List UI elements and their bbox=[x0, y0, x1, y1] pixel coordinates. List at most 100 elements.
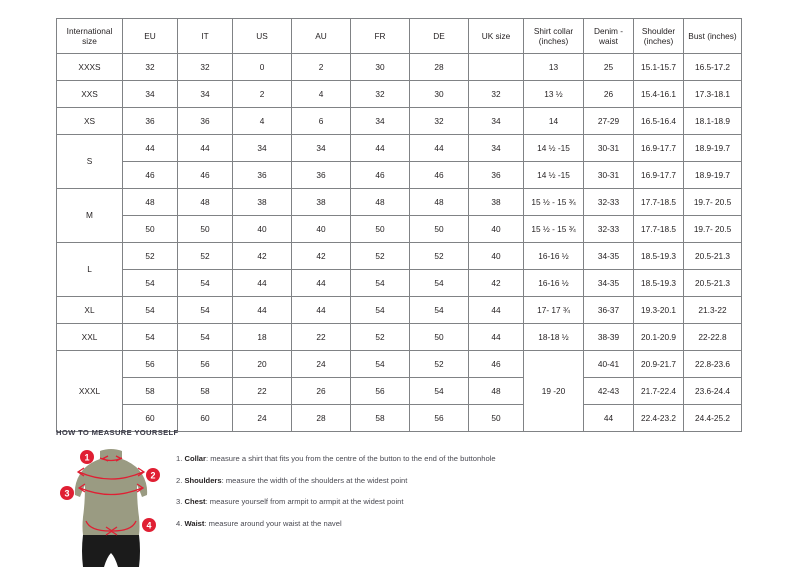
table-row: XL 54 54 44 44 54 54 44 17- 17 ¾ 36-37 19.3-20.1 21… bbox=[56, 296, 742, 324]
cell-bust: 22.8-23.6 bbox=[683, 350, 742, 378]
cell-fr: 32 bbox=[350, 80, 410, 108]
size-label-cell: XXXS bbox=[56, 53, 123, 81]
table-row: 58 58 22 26 56 54 48 42-43 21.7-22.4 23.6-24.4 bbox=[57, 377, 742, 405]
svg-text:3: 3 bbox=[64, 489, 69, 499]
cell-uk: 46 bbox=[468, 350, 524, 378]
svg-text:4: 4 bbox=[146, 521, 151, 531]
cell-collar: 18-18 ½ bbox=[523, 323, 584, 351]
cell-it: 58 bbox=[177, 377, 233, 405]
cell-it: 54 bbox=[177, 269, 233, 297]
cell-uk: 32 bbox=[468, 80, 524, 108]
cell-it: 54 bbox=[177, 323, 233, 351]
table-row: XS 36 36 4 6 34 32 34 14 27-29 16.5-16.4 18.1-18.9 bbox=[56, 107, 742, 135]
cell-collar: 14 ½ -15 bbox=[523, 134, 584, 162]
cell-shoulder: 16.5-16.4 bbox=[633, 107, 684, 135]
column-header-it: IT bbox=[177, 18, 233, 54]
size-label-cell: L bbox=[56, 242, 123, 297]
cell-fr: 54 bbox=[350, 296, 410, 324]
cell-au: 34 bbox=[291, 134, 351, 162]
cell-us: 18 bbox=[232, 323, 292, 351]
cell-fr: 54 bbox=[350, 269, 410, 297]
column-header-eu: EU bbox=[122, 18, 178, 54]
cell-us: 40 bbox=[232, 215, 292, 243]
cell-collar: 13 bbox=[523, 53, 584, 81]
cell-de: 54 bbox=[409, 296, 469, 324]
cell-de: 52 bbox=[409, 242, 469, 270]
step-number: 2. bbox=[176, 475, 183, 485]
cell-eu: 54 bbox=[122, 323, 178, 351]
cell-us: 22 bbox=[232, 377, 292, 405]
cell-us: 0 bbox=[232, 53, 292, 81]
shorts-shape bbox=[82, 535, 140, 567]
cell-au: 2 bbox=[291, 53, 351, 81]
cell-shoulder: 16.9-17.7 bbox=[633, 134, 684, 162]
cell-bust: 18.9-19.7 bbox=[683, 134, 742, 162]
cell-de: 32 bbox=[409, 107, 469, 135]
column-header-international-size: International size bbox=[56, 18, 123, 54]
cell-au: 4 bbox=[291, 80, 351, 108]
cell-uk: 50 bbox=[468, 404, 524, 432]
step-number: 3. bbox=[176, 497, 183, 507]
cell-it: 48 bbox=[177, 188, 233, 216]
cell-au: 42 bbox=[291, 242, 351, 270]
cell-bust: 18.9-19.7 bbox=[683, 161, 742, 189]
step-text: : measure a shirt that fits you from the… bbox=[206, 454, 496, 463]
cell-eu: 36 bbox=[122, 107, 178, 135]
cell-us: 24 bbox=[232, 404, 292, 432]
column-header-denim-waist: Denim - waist bbox=[583, 18, 634, 54]
column-header-au: AU bbox=[291, 18, 351, 54]
cell-de: 44 bbox=[409, 134, 469, 162]
header-line-2: size bbox=[82, 36, 97, 46]
cell-eu: 44 bbox=[122, 134, 178, 162]
cell-eu: 56 bbox=[122, 350, 178, 378]
cell-it: 44 bbox=[177, 134, 233, 162]
table-row: M 48 48 38 38 48 48 38 15 ½ - 15 ¾ 32-33 17.7-18.5… bbox=[56, 188, 742, 243]
cell-eu: 54 bbox=[122, 296, 178, 324]
table-row: XXS 34 34 2 4 32 30 32 13 ½ 26 15.4-16.1 17.3-18.1 bbox=[56, 80, 742, 108]
cell-collar: 15 ½ - 15 ¾ bbox=[523, 215, 584, 243]
callout-badge-4: 4 bbox=[142, 518, 156, 532]
column-header-us: US bbox=[232, 18, 292, 54]
cell-bust: 16.5-17.2 bbox=[683, 53, 742, 81]
cell-shoulder: 19.3-20.1 bbox=[633, 296, 684, 324]
cell-eu: 50 bbox=[122, 215, 178, 243]
cell-denim: 38-39 bbox=[583, 323, 634, 351]
cell-fr: 48 bbox=[350, 188, 410, 216]
size-chart-table: International size EU IT US AU FR DE UK … bbox=[56, 18, 742, 432]
cell-shoulder: 15.1-15.7 bbox=[633, 53, 684, 81]
svg-text:1: 1 bbox=[84, 453, 89, 463]
cell-fr: 52 bbox=[350, 323, 410, 351]
cell-de: 52 bbox=[409, 350, 469, 378]
how-to-measure-title: HOW TO MEASURE YOURSELF bbox=[56, 428, 179, 437]
cell-de: 54 bbox=[409, 377, 469, 405]
cell-de: 54 bbox=[409, 269, 469, 297]
cell-au: 38 bbox=[291, 188, 351, 216]
column-header-bust: Bust (inches) bbox=[683, 18, 742, 54]
cell-it: 52 bbox=[177, 242, 233, 270]
step-term: Waist bbox=[184, 518, 205, 528]
table-row: XXL 54 54 18 22 52 50 44 18-18 ½ 38-39 20.1-20.9 22… bbox=[56, 323, 742, 351]
size-label-cell: XXL bbox=[56, 323, 123, 351]
cell-de: 28 bbox=[409, 53, 469, 81]
cell-shoulder: 20.9-21.7 bbox=[633, 350, 684, 378]
header-line-2: waist bbox=[599, 36, 618, 46]
cell-eu: 52 bbox=[122, 242, 178, 270]
cell-bust: 17.3-18.1 bbox=[683, 80, 742, 108]
cell-uk: 44 bbox=[468, 296, 524, 324]
measure-steps-list: 1. Collar: measure a shirt that fits you… bbox=[176, 455, 756, 541]
table-row: 50 50 40 40 50 50 40 15 ½ - 15 ¾ 32-33 17.7-18.5 1… bbox=[57, 215, 742, 243]
cell-au: 22 bbox=[291, 323, 351, 351]
cell-collar-merged: 19 -20 bbox=[523, 350, 584, 432]
collar-arrow bbox=[99, 455, 123, 462]
header-line-1: Denim - bbox=[593, 25, 624, 36]
cell-shoulder: 18.5-19.3 bbox=[633, 242, 684, 270]
cell-eu: 48 bbox=[122, 188, 178, 216]
cell-bust: 23.6-24.4 bbox=[683, 377, 742, 405]
table-row: 60 60 24 28 58 56 50 44 22.4-23.2 24.4-25.2 bbox=[57, 404, 742, 432]
cell-denim: 27-29 bbox=[583, 107, 634, 135]
cell-au: 44 bbox=[291, 269, 351, 297]
table-row: XXXL 56 56 20 24 54 52 46 19 -20 40-41 20.9-21.7 22… bbox=[56, 350, 742, 432]
cell-denim: 25 bbox=[583, 53, 634, 81]
cell-au: 40 bbox=[291, 215, 351, 243]
cell-shoulder: 17.7-18.5 bbox=[633, 188, 684, 216]
